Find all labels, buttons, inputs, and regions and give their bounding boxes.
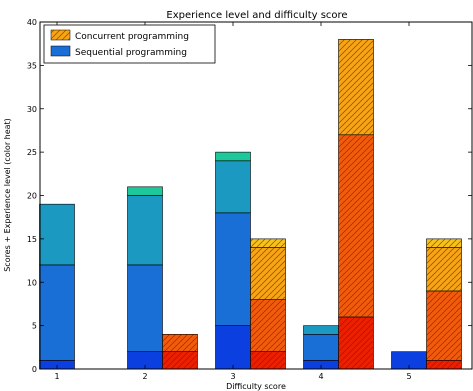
bars xyxy=(39,39,462,370)
x-tick-label: 5 xyxy=(406,372,411,381)
bar-segment-sequential-1-1 xyxy=(39,264,75,361)
bar-segment-sequential-2-1 xyxy=(127,264,163,352)
bar-hatch-4-1 xyxy=(338,134,374,317)
y-tick-label: 20 xyxy=(27,192,37,201)
y-axis-label: Scores + Experience level (color heat) xyxy=(3,118,12,272)
bar-segment-sequential-3-1 xyxy=(215,212,251,326)
bar-segment-sequential-4-1 xyxy=(303,333,339,361)
legend-label-sequential: Sequential programming xyxy=(75,48,187,58)
legend: Concurrent programming Sequential progra… xyxy=(43,24,216,64)
y-tick-label: 15 xyxy=(27,235,37,244)
legend-swatch-sequential xyxy=(50,45,71,57)
bar-hatch-3-1 xyxy=(250,299,286,352)
bar-hatch-2-1 xyxy=(162,334,198,352)
bar-segment-sequential-4-2 xyxy=(303,325,339,335)
y-tick-label: 0 xyxy=(32,365,37,374)
bar-hatch-5-2 xyxy=(426,247,462,291)
y-tick-label: 5 xyxy=(32,322,37,331)
bar-segment-sequential-2-3 xyxy=(127,186,163,196)
bar-segment-sequential-3-0 xyxy=(215,325,251,370)
x-axis-label: Difficulty score xyxy=(226,382,286,391)
legend-box xyxy=(43,24,216,64)
bar-hatch-5-3 xyxy=(426,238,462,248)
axis-ticks: 0 5 10 15 20 25 30 35 40 1 2 3 4 5 xyxy=(27,18,472,381)
bar-segment-sequential-2-2 xyxy=(127,195,163,266)
chart-title: Experience level and difficulty score xyxy=(166,10,347,21)
bar-hatch-4-2 xyxy=(338,39,374,135)
y-tick-label: 40 xyxy=(27,18,37,27)
bar-hatch-2-0 xyxy=(162,351,198,369)
bar-hatch-3-2 xyxy=(250,247,286,300)
bar-hatch-3-3 xyxy=(250,238,286,248)
y-tick-label: 10 xyxy=(27,278,37,287)
y-tick-label: 25 xyxy=(27,148,37,157)
x-tick-label: 4 xyxy=(318,372,323,381)
bar-segment-sequential-3-3 xyxy=(215,151,251,162)
x-tick-label: 2 xyxy=(142,372,147,381)
legend-swatch-concurrent-hatch xyxy=(51,30,70,40)
legend-label-concurrent: Concurrent programming xyxy=(75,32,189,42)
bar-segment-sequential-3-2 xyxy=(215,160,251,214)
bar-hatch-3-0 xyxy=(250,351,286,369)
y-tick-label: 35 xyxy=(27,61,37,70)
y-tick-label: 30 xyxy=(27,105,37,114)
x-tick-label: 3 xyxy=(230,372,235,381)
bar-hatch-5-1 xyxy=(426,290,462,361)
bar-hatch-5-0 xyxy=(426,360,462,369)
x-tick-label: 1 xyxy=(54,372,59,381)
bar-segment-sequential-1-2 xyxy=(39,203,75,266)
bar-hatch-4-0 xyxy=(338,316,374,369)
